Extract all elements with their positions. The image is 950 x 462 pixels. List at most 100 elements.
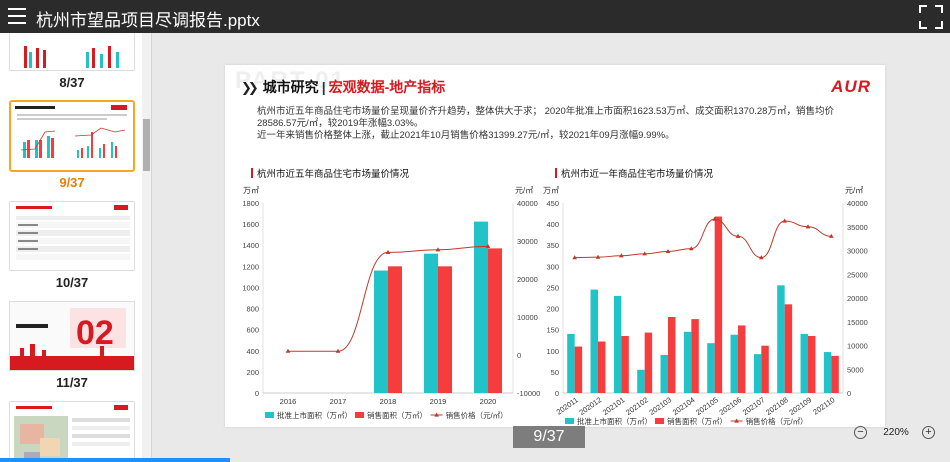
x-tick-label: 2020 (480, 397, 497, 406)
price-line (288, 245, 489, 352)
price-point (829, 233, 834, 238)
thumbnail-label: 10/37 (55, 275, 89, 290)
legend-marker (434, 412, 439, 417)
y2-tick-label: -10000 (517, 389, 540, 398)
price-point (595, 254, 601, 259)
legend-swatch (655, 418, 664, 424)
y-axis-label: 万㎡ (543, 186, 559, 195)
bar (668, 317, 676, 393)
slide-thumbnail[interactable] (9, 201, 135, 271)
bar (800, 333, 808, 393)
slide-thumbnail[interactable] (9, 401, 135, 462)
price-point (335, 348, 341, 353)
y2-tick-label: 20000 (847, 294, 868, 303)
chart-title-right: 杭州市近一年商品住宅市场量价情况 (555, 166, 713, 180)
summary-line: 杭州市近五年商品住宅市场量价呈现量价齐升趋势，整体供大于求； 2020年批准上市… (257, 106, 834, 117)
price-point (385, 249, 391, 254)
thumbnail-section-image: 02 (10, 302, 134, 370)
bar (761, 345, 769, 393)
legend-label: 销售价格（元/㎡） (446, 410, 508, 420)
slide-canvas: PART 01 ❯❯ 城市研究 | 宏观数据-地产指标 AUR 杭州市近五年商品住宅… (225, 65, 885, 427)
price-point (285, 348, 291, 353)
bar (613, 295, 622, 393)
y2-tick-label: 35000 (847, 223, 868, 232)
x-tick-label: 202109 (787, 395, 813, 417)
bar (714, 216, 723, 393)
y-tick-label: 200 (546, 305, 559, 314)
price-point (435, 247, 441, 252)
y-tick-label: 1400 (242, 241, 259, 250)
double-chevron-icon: ❯❯ (241, 80, 259, 95)
y-tick-label: 800 (246, 305, 259, 314)
price-point (782, 218, 787, 223)
fullscreen-icon[interactable] (918, 4, 944, 30)
zoom-in-button[interactable]: + (922, 426, 935, 439)
price-point (805, 224, 811, 229)
legend-label: 销售面积（万㎡） (667, 416, 727, 426)
y-tick-label: 150 (546, 326, 559, 335)
chart-title-left: 杭州市近五年商品住宅市场量价情况 (251, 166, 409, 180)
x-tick-label: 202012 (577, 395, 603, 417)
legend-label: 批准上市面积（万㎡） (577, 416, 652, 426)
y2-tick-label: 15000 (847, 318, 868, 327)
bar (438, 266, 452, 393)
bar (823, 352, 832, 393)
x-tick-label: 202108 (764, 395, 790, 417)
y-tick-label: 400 (546, 220, 559, 229)
slide-thumbnail-panel: 8/37 9/37 10/37 (0, 33, 152, 462)
bar (637, 369, 645, 393)
x-tick-label: 202102 (624, 395, 650, 417)
bar (567, 333, 575, 393)
sidebar-scrollbar[interactable] (142, 33, 151, 462)
slide-heading: ❯❯ 城市研究 | 宏观数据-地产指标 (241, 79, 446, 95)
price-point (689, 246, 694, 251)
bar (683, 331, 692, 393)
zoom-out-button[interactable]: − (854, 426, 867, 439)
bar (691, 319, 699, 393)
y2-tick-label: 30000 (847, 247, 868, 256)
legend-swatch (265, 412, 274, 418)
y2-axis-label: 元/㎡ (845, 186, 863, 195)
slide-viewer: PART 01 ❯❯ 城市研究 | 宏观数据-地产指标 AUR 杭州市近五年商品住宅… (153, 33, 950, 462)
y2-tick-label: 40000 (847, 199, 868, 208)
x-tick-label: 2019 (430, 397, 447, 406)
slide-thumbnail[interactable] (9, 33, 135, 71)
y2-tick-label: 10000 (517, 313, 538, 322)
y-tick-label: 100 (546, 347, 559, 356)
thumbnail-label: 11/37 (56, 375, 88, 390)
legend-swatch (355, 412, 364, 418)
zoom-level: 220% (883, 427, 909, 438)
summary-line: 近一年来销售价格整体上涨，截止2021年10月销售价格31399.27元/㎡，较… (257, 130, 675, 141)
bar (644, 332, 653, 393)
slide-thumbnail[interactable]: 02 (9, 301, 135, 371)
bar (598, 341, 606, 393)
y-tick-label: 0 (555, 389, 559, 398)
bar (784, 304, 793, 393)
bar (590, 289, 598, 393)
bar (474, 221, 488, 393)
scrollbar-thumb[interactable] (143, 119, 150, 171)
price-point (572, 255, 577, 260)
y-tick-label: 50 (551, 368, 559, 377)
svg-text:02: 02 (76, 314, 114, 352)
page-indicator: 9/37 (513, 426, 585, 448)
menu-icon[interactable] (8, 8, 26, 24)
legend-label: 销售面积（万㎡） (367, 410, 427, 420)
y-tick-label: 250 (546, 283, 559, 292)
y-tick-label: 450 (546, 199, 559, 208)
slide-thumbnail-active[interactable] (9, 100, 135, 172)
bar (621, 336, 629, 393)
y-tick-label: 1600 (242, 220, 259, 229)
price-point (619, 253, 624, 258)
price-point (735, 233, 741, 238)
bar (831, 355, 839, 393)
twelve-month-chart: 万㎡ 元/㎡ 0 50 100 150 200 250 300 350 400 450 0 5000 100… (543, 186, 868, 426)
title-bar: 杭州市望品项目尽调报告.pptx (0, 0, 950, 33)
price-point (759, 255, 764, 260)
summary-line: 28586.57元/㎡，较2019年涨幅3.03%。 (257, 118, 424, 129)
x-tick-label: 202104 (671, 395, 697, 417)
loading-progress-bar (0, 458, 230, 462)
x-tick-label: 2017 (330, 397, 347, 406)
x-tick-label: 202105 (694, 395, 720, 417)
thumbnail-map-image (14, 405, 130, 462)
